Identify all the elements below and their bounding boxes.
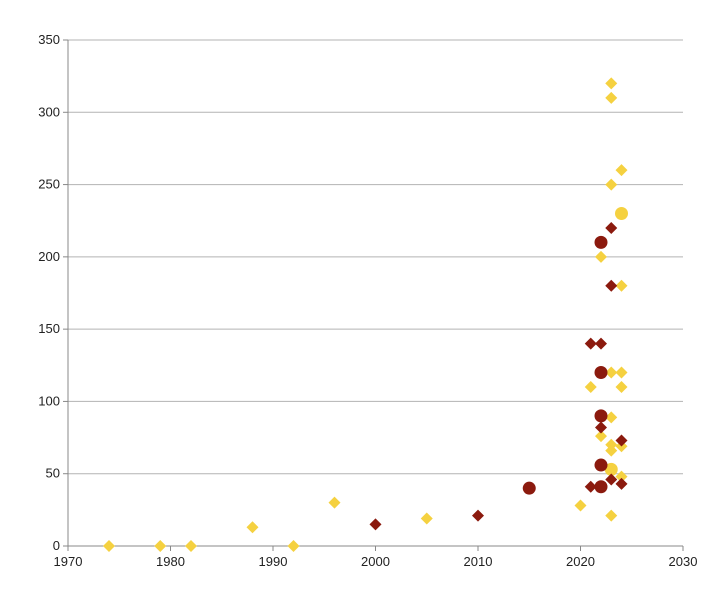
data-point bbox=[103, 540, 115, 552]
data-point bbox=[595, 337, 607, 350]
data-point bbox=[584, 380, 597, 393]
x-tick-label: 1990 bbox=[259, 554, 288, 569]
x-tick-label: 2010 bbox=[464, 554, 493, 569]
data-point bbox=[185, 540, 197, 552]
y-tick-label: 350 bbox=[38, 32, 60, 47]
y-tick-label: 250 bbox=[38, 177, 60, 192]
data-point bbox=[369, 518, 382, 531]
data-point bbox=[605, 221, 618, 234]
data-point bbox=[605, 178, 618, 191]
data-point bbox=[605, 509, 618, 522]
data-point bbox=[605, 473, 618, 486]
data-point bbox=[615, 206, 628, 220]
tick-labels: 0 50 100 150 200 250 300 350 1970 1980 1990 2000 201… bbox=[38, 32, 697, 569]
data-point bbox=[605, 366, 618, 379]
x-tick-label: 1980 bbox=[156, 554, 185, 569]
data-point bbox=[615, 279, 628, 292]
data-point bbox=[615, 434, 628, 447]
y-tick-label: 200 bbox=[38, 249, 60, 264]
series-2 bbox=[369, 221, 628, 531]
data-point bbox=[605, 91, 618, 104]
data-point bbox=[594, 366, 608, 380]
data-point bbox=[594, 409, 608, 423]
x-tick-label: 2030 bbox=[669, 554, 698, 569]
axes bbox=[63, 39, 684, 551]
data-point bbox=[287, 540, 300, 552]
data-point bbox=[472, 509, 484, 522]
x-tick-label: 2020 bbox=[566, 554, 595, 569]
y-tick-label: 50 bbox=[46, 466, 60, 481]
data-point bbox=[604, 462, 618, 476]
x-tick-label: 2000 bbox=[361, 554, 390, 569]
data-point bbox=[522, 481, 536, 495]
data-point bbox=[420, 512, 433, 525]
data-point bbox=[605, 444, 618, 457]
data-point bbox=[594, 458, 608, 472]
data-point bbox=[605, 77, 618, 90]
data-point bbox=[595, 421, 607, 434]
y-tick-label: 150 bbox=[38, 321, 60, 336]
data-point bbox=[615, 366, 628, 379]
data-point bbox=[246, 521, 259, 534]
grid-lines bbox=[68, 39, 683, 475]
data-point bbox=[615, 470, 628, 483]
data-point bbox=[594, 235, 608, 249]
data-point bbox=[595, 430, 607, 443]
y-tick-label: 100 bbox=[38, 393, 60, 408]
data-point bbox=[615, 477, 628, 490]
data-points bbox=[103, 77, 628, 552]
data-point bbox=[595, 250, 607, 263]
y-tick-label: 0 bbox=[53, 538, 60, 553]
data-point bbox=[584, 480, 597, 493]
x-tick-label: 1970 bbox=[54, 554, 83, 569]
data-point bbox=[605, 279, 618, 292]
y-tick-label: 300 bbox=[38, 104, 60, 119]
data-point bbox=[615, 164, 628, 177]
data-point bbox=[594, 480, 608, 494]
data-point bbox=[328, 496, 341, 509]
data-point bbox=[574, 499, 587, 512]
data-point bbox=[615, 380, 628, 393]
series-1 bbox=[103, 77, 628, 552]
data-point bbox=[154, 540, 167, 552]
data-point bbox=[605, 411, 618, 424]
data-point bbox=[584, 337, 597, 350]
